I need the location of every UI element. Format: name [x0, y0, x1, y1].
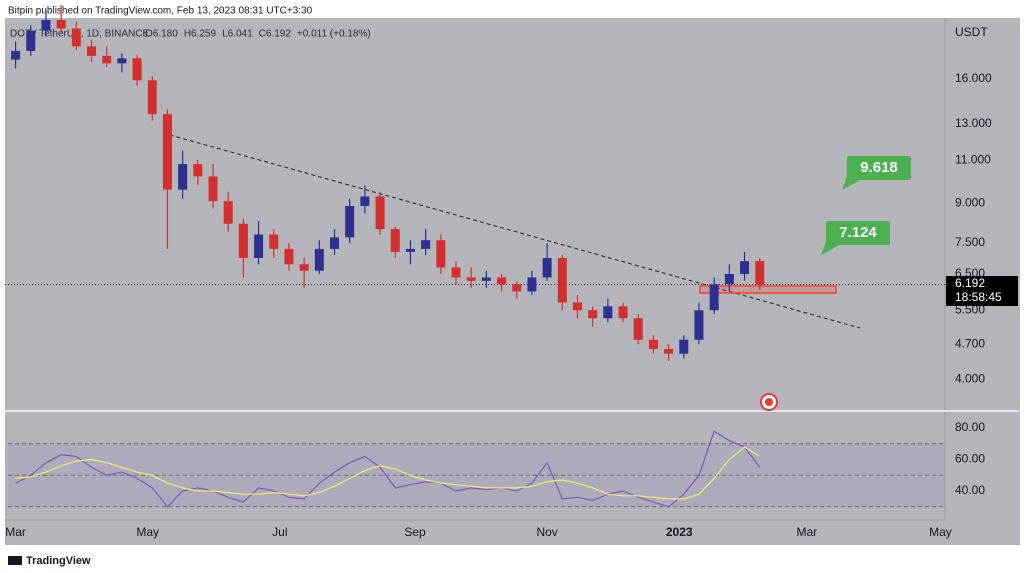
candle-body	[648, 339, 658, 349]
candle-body	[724, 274, 734, 285]
ohlc-value: +0.011 (+0.18%)	[297, 29, 371, 40]
chart-background	[5, 18, 1020, 545]
candle-body	[436, 240, 446, 268]
candle-body	[193, 164, 203, 177]
x-tick-label: Sep	[404, 525, 426, 539]
published-note: Bitpin published on TradingView.com, Feb…	[8, 6, 313, 17]
candle-body	[527, 277, 537, 292]
candle-body	[269, 234, 279, 249]
ohlc-value: L6.041	[222, 29, 253, 40]
candle-body	[314, 248, 324, 271]
y-tick-label: 4.700	[955, 336, 985, 350]
candle-body	[132, 58, 142, 81]
candle-body	[557, 258, 567, 303]
y-tick-label: 40.00	[955, 483, 985, 497]
candle-body	[633, 318, 643, 340]
candle-body	[360, 196, 370, 206]
x-tick-label: Jul	[272, 525, 287, 539]
countdown: 18:58:45	[955, 290, 1002, 304]
x-tick-label: Mar	[796, 525, 817, 539]
y-tick-label: 4.000	[955, 371, 985, 385]
candle-body	[588, 310, 598, 319]
price-tag	[946, 276, 1018, 306]
candle-body	[603, 306, 613, 319]
y-tick-label: 13.000	[955, 116, 992, 130]
target-label: 7.124	[821, 221, 890, 255]
candle-body	[238, 223, 248, 259]
support-zone	[699, 285, 837, 294]
candle-body	[664, 348, 674, 354]
x-tick-label: Mar	[5, 525, 26, 539]
candle-body	[375, 196, 385, 230]
y-tick-label: 7.500	[955, 235, 985, 249]
y-tick-label: 5.500	[955, 302, 985, 316]
y-tick-label: 80.00	[955, 420, 985, 434]
candle-body	[284, 248, 294, 265]
y-tick-label: 16.000	[955, 71, 992, 85]
target-label: 9.618	[842, 156, 911, 190]
candle-body	[390, 229, 400, 252]
candle-body	[740, 261, 750, 275]
y-tick-label: 6.500	[955, 266, 985, 280]
candle-body	[330, 237, 340, 249]
ohlc-value: H6.259	[184, 29, 217, 40]
candle-body	[694, 310, 704, 340]
candle-body	[102, 55, 112, 64]
candle-body	[497, 277, 507, 285]
candle-body	[421, 240, 431, 249]
y-tick-label: 60.00	[955, 452, 985, 466]
x-tick-label: 2023	[666, 525, 693, 539]
y-tick-label: 9.000	[955, 196, 985, 210]
candle-body	[618, 306, 628, 319]
currency: USDT	[955, 25, 988, 39]
candle-body	[254, 234, 264, 259]
ohlc-value: C6.192	[259, 29, 292, 40]
candle-body	[71, 28, 81, 47]
candle-body	[481, 277, 491, 281]
candle-body	[11, 51, 21, 60]
x-tick-label: May	[136, 525, 159, 539]
candle-body	[117, 58, 127, 64]
brand-text: TradingView	[26, 555, 91, 567]
rsi-line	[15, 446, 761, 500]
candle-body	[178, 164, 188, 190]
candle-body	[87, 46, 97, 56]
candle-body	[709, 284, 719, 311]
candle-body	[208, 176, 218, 202]
event-icon	[760, 393, 778, 411]
target-text: 9.618	[860, 159, 898, 176]
ohlc-value: O6.180	[145, 29, 178, 40]
candle-body	[345, 205, 355, 238]
candle-body	[56, 20, 66, 29]
candle-body	[41, 20, 51, 31]
candle-body	[679, 339, 689, 354]
x-tick-label: May	[929, 525, 952, 539]
candle-body	[405, 248, 415, 252]
price-tag-text: 6.192	[955, 276, 985, 290]
candle-body	[26, 30, 36, 52]
candle-body	[466, 277, 476, 281]
trend-line	[162, 132, 861, 329]
candle-body	[223, 201, 233, 224]
candle-body	[162, 114, 172, 190]
y-tick-label: 11.000	[955, 152, 991, 166]
target-text: 7.124	[839, 224, 877, 241]
ohlc-legend: O6.180 H6.259 L6.041 C6.192 +0.011 (+0.18%)	[145, 29, 371, 40]
candle-body	[147, 80, 157, 115]
x-tick-label: Nov	[536, 525, 557, 539]
candle-body	[451, 267, 461, 278]
candle-body	[299, 264, 309, 271]
brand: TradingView	[8, 555, 91, 567]
candle-body	[542, 258, 552, 278]
candle-body	[755, 261, 765, 285]
candle-body	[572, 302, 582, 311]
candle-body	[512, 284, 522, 292]
